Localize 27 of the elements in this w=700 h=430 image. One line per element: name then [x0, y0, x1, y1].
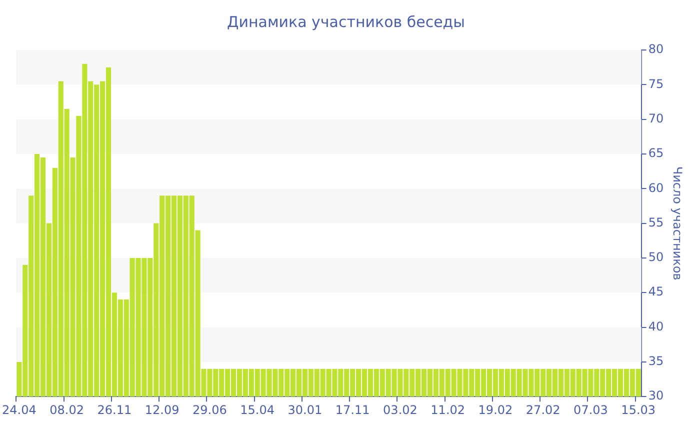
y-tick-label: 35 — [648, 354, 664, 368]
x-tick-label: 24.04 — [2, 402, 36, 417]
x-tick-label: 08.02 — [50, 402, 84, 417]
y-tick-label: 75 — [648, 76, 664, 91]
x-tick-label: 29.06 — [192, 402, 227, 417]
x-tick-label: 15.04 — [240, 402, 275, 417]
x-tick-label: 11.02 — [430, 402, 466, 417]
y-tick-label: 45 — [648, 284, 664, 299]
y-axis-title: Число участников — [670, 166, 685, 280]
x-tick-label: 27.02 — [526, 402, 560, 417]
y-tick-label: 65 — [648, 146, 664, 160]
x-tick-label: 12.09 — [144, 402, 180, 417]
y-tick-label: 80 — [648, 42, 664, 56]
chart-title: Динамика участников беседы — [226, 12, 466, 31]
x-tick-label: 17.11 — [335, 402, 370, 417]
x-tick-label: 30.01 — [288, 402, 322, 417]
y-tick-label: 30 — [648, 388, 664, 403]
x-tick-label: 03.02 — [383, 402, 418, 417]
y-tick-label: 55 — [648, 215, 664, 230]
x-tick-label: 26.11 — [97, 402, 132, 417]
x-tick-label: 19.02 — [478, 402, 513, 417]
x-tick-label: 07.03 — [574, 402, 608, 417]
x-tick-label: 15.03 — [621, 402, 656, 417]
y-tick-label: 60 — [648, 180, 664, 195]
y-tick-label: 40 — [648, 319, 664, 334]
y-tick-label: 50 — [648, 250, 664, 264]
y-tick-label: 70 — [648, 111, 664, 126]
